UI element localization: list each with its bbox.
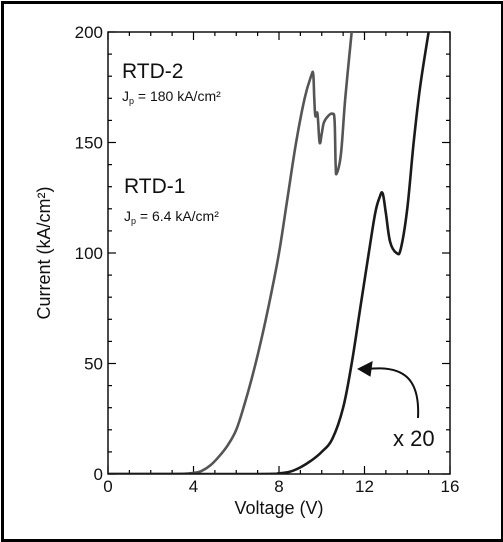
- x-axis-title: Voltage (V): [234, 498, 323, 518]
- y-tick-label: 0: [94, 465, 103, 484]
- peak-current-part: = 6.4 kA/cm²: [136, 208, 219, 224]
- series-label-rtd-2: RTD-2: [122, 60, 183, 83]
- series-line-rtd-1: [108, 32, 430, 474]
- y-axis-title: Current (kA/cm²): [34, 186, 54, 319]
- x-tick-label: 4: [189, 477, 198, 496]
- peak-current-part: J: [124, 208, 131, 224]
- y-tick-label: 150: [75, 134, 103, 153]
- x-tick-label: 8: [274, 477, 283, 496]
- peak-current-label-rtd-2: Jp = 180 kA/cm²: [122, 88, 221, 106]
- series-line-rtd-2: [108, 32, 353, 474]
- x-tick-label: 12: [355, 477, 374, 496]
- peak-current-part: = 180 kA/cm²: [134, 88, 221, 104]
- series-label-rtd-1: RTD-1: [124, 175, 185, 198]
- y-tick-label: 200: [75, 23, 103, 42]
- peak-current-part: p: [129, 96, 134, 106]
- y-tick-label: 50: [84, 355, 103, 374]
- plot-area: 0 4 8 12 16 0 50 100 150 200 Voltage (V) Current (k…: [34, 23, 459, 518]
- annotation-arrow-line: [367, 367, 420, 419]
- peak-current-label-rtd-1: Jp = 6.4 kA/cm²: [124, 208, 219, 226]
- y-tick-label: 100: [75, 244, 103, 263]
- x-tick-label: 0: [103, 477, 112, 496]
- annotation-arrowhead: [357, 361, 373, 377]
- scale-annotation: x 20: [393, 426, 435, 451]
- x-tick-label: 16: [441, 477, 460, 496]
- peak-current-part: p: [131, 216, 136, 226]
- peak-current-part: J: [122, 88, 129, 104]
